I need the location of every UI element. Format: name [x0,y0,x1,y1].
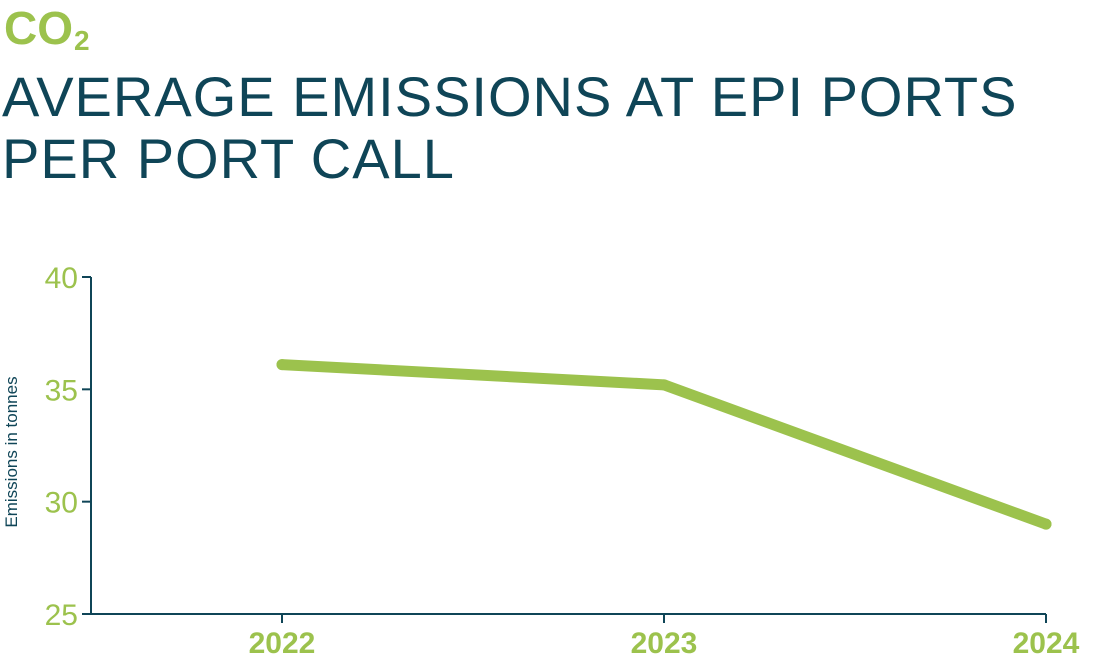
chart-title: AVERAGE EMISSIONS AT EPI PORTS PER PORT … [2,66,1017,190]
y-tick-label: 35 [45,374,78,407]
x-tick-label: 2022 [249,627,316,660]
data-point [1040,518,1052,530]
data-point [276,359,288,371]
co2-subscript: 2 [74,25,90,56]
y-tick-label: 30 [45,487,78,520]
chart-title-line-2: PER PORT CALL [2,127,455,190]
y-tick-label: 40 [45,262,78,295]
x-tick-label: 2024 [1013,627,1080,660]
co2-heading: CO2 [4,2,90,67]
chart-title-line-1: AVERAGE EMISSIONS AT EPI PORTS [2,65,1018,128]
x-tick-label: 2023 [631,627,698,660]
y-tick-label: 25 [45,599,78,632]
co2-text: CO [4,2,73,54]
y-axis-label: Emissions in tonnes [2,376,21,527]
data-point [658,379,670,391]
